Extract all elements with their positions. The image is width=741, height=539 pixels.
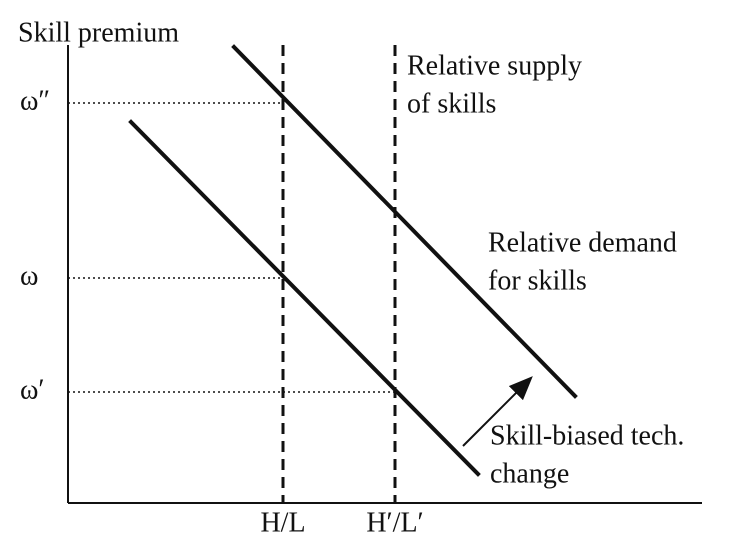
y-level-label: ω″ (20, 85, 50, 116)
x-level-label: H/L (260, 507, 305, 538)
shift-label: Skill-biased tech. (490, 420, 684, 451)
supply-label: of skills (407, 88, 496, 119)
demand-curve (128, 119, 481, 477)
supply-label: Relative supply (407, 50, 582, 81)
shift-label: change (490, 458, 569, 489)
y-level-label: ω (20, 260, 38, 291)
demand-label: Relative demand (488, 227, 677, 258)
y-axis-label: Skill premium (18, 17, 179, 48)
demand-label: for skills (488, 265, 587, 296)
demand-curve (231, 44, 578, 399)
y-level-label: ω′ (20, 374, 45, 405)
x-level-label: H′/L′ (366, 507, 423, 538)
shift-arrow (462, 376, 533, 447)
